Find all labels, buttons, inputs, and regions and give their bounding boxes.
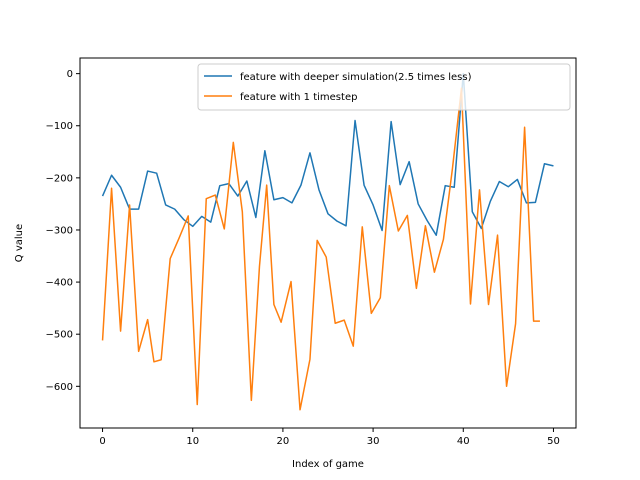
y-axis: 0 −100 −200 −300 −400 −500 −600 <box>46 69 80 393</box>
x-tick-label: 0 <box>99 436 105 447</box>
x-tick-label: 10 <box>186 436 199 447</box>
y-axis-label: Q value <box>14 224 25 262</box>
legend-box <box>197 63 571 111</box>
x-tick-label: 50 <box>547 436 560 447</box>
x-tick-label: 40 <box>457 436 470 447</box>
series-layer <box>101 72 554 411</box>
x-axis-label: Index of game <box>292 459 364 470</box>
y-tick-label: −100 <box>46 121 73 132</box>
y-tick-label: 0 <box>67 69 73 80</box>
y-tick-label: −200 <box>46 173 73 184</box>
legend: feature with deeper simulation(2.5 times… <box>197 63 571 111</box>
y-tick-label: −600 <box>46 382 73 393</box>
x-tick-label: 20 <box>277 436 290 447</box>
legend-label-1: feature with deeper simulation(2.5 times… <box>240 72 472 83</box>
series-line-2 <box>101 87 540 411</box>
plot-area-frame <box>79 57 577 429</box>
y-tick-label: −400 <box>46 278 73 289</box>
series-line-1 <box>101 72 554 236</box>
legend-label-2: feature with 1 timestep <box>240 92 357 103</box>
y-tick-label: −300 <box>46 225 73 236</box>
x-tick-label: 30 <box>367 436 380 447</box>
y-tick-label: −500 <box>46 330 73 341</box>
x-axis: 0 10 20 30 40 50 <box>99 428 560 447</box>
